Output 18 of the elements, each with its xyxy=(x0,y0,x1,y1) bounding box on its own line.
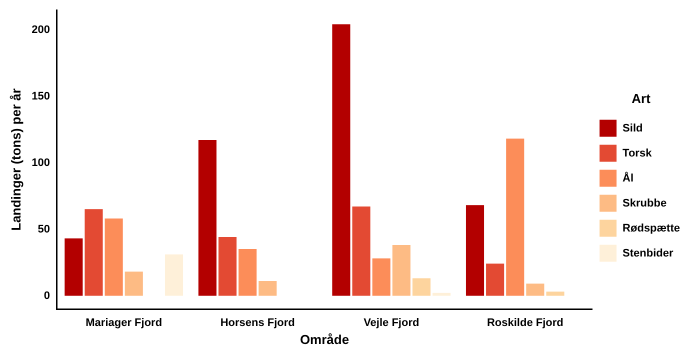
x-tick-label: Vejle Fjord xyxy=(364,316,420,329)
x-tick-label: Horsens Fjord xyxy=(220,316,295,329)
legend-label: Stenbider xyxy=(622,247,674,260)
x-tick-label: Roskilde Fjord xyxy=(486,316,564,329)
y-axis-title: Landinger (tons) per år xyxy=(8,88,24,231)
y-tick-label: 150 xyxy=(32,90,50,102)
y-tick-label: 100 xyxy=(32,156,50,169)
legend-label: Skrubbe xyxy=(622,197,667,210)
x-axis-title: Område xyxy=(300,332,350,347)
legend-label: Sild xyxy=(622,122,643,134)
x-tick-label: Mariager Fjord xyxy=(86,316,162,329)
legend-label: Torsk xyxy=(622,147,653,160)
y-tick-label: 50 xyxy=(38,223,50,236)
legend-label: Ål xyxy=(622,171,634,184)
y-tick-label: 0 xyxy=(44,290,50,302)
legend-title: Art xyxy=(632,90,652,106)
y-tick-label: 200 xyxy=(32,24,50,36)
legend-label: Rødspætte xyxy=(622,222,680,234)
